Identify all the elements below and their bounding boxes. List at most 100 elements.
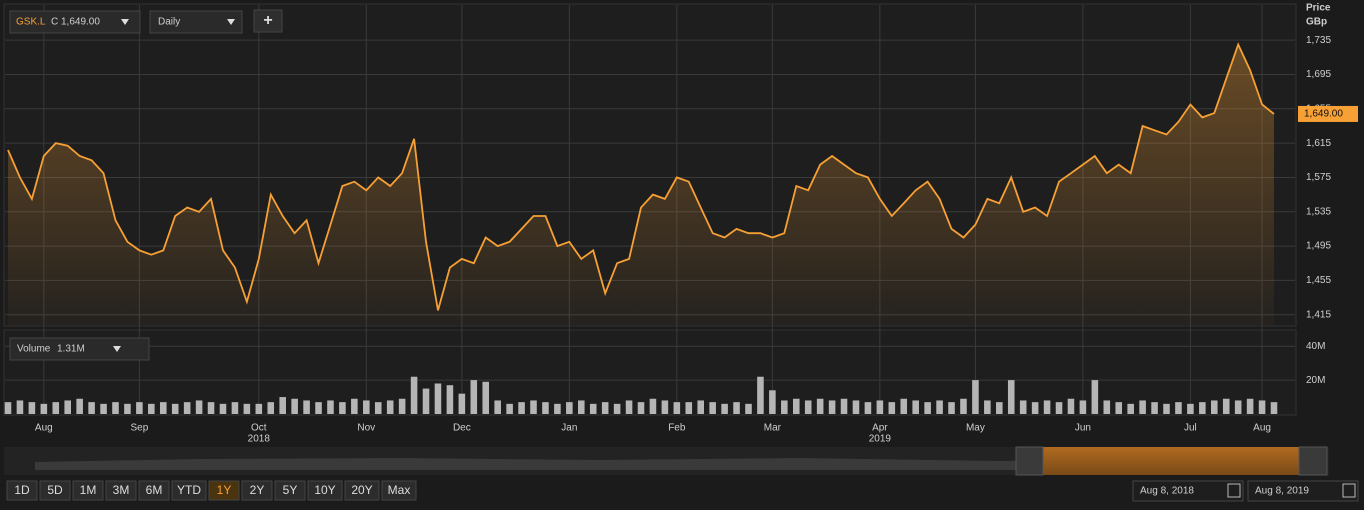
range-button-label: 2Y (250, 483, 265, 497)
date-from-box[interactable] (1132, 480, 1244, 502)
x-tick-label: Nov (357, 423, 375, 434)
range-button-label: 3M (113, 483, 130, 497)
range-button[interactable] (208, 480, 240, 501)
navigator-handle[interactable] (1015, 446, 1044, 476)
volume-bar (64, 400, 72, 414)
symbol: GSK.L (16, 17, 46, 28)
range-button[interactable] (39, 480, 71, 501)
volume-bar (613, 403, 621, 414)
volume-bar (434, 383, 442, 414)
range-button[interactable] (381, 480, 417, 501)
volume-bar (243, 403, 251, 414)
x-tick-label: Aug (35, 423, 53, 434)
volume-bar (1222, 398, 1230, 414)
volume-bar (195, 400, 203, 414)
volume-bar (494, 400, 501, 414)
navigator-handle[interactable] (1298, 446, 1328, 476)
date-to-box[interactable] (1247, 480, 1359, 502)
y-tick-label: 40M (1306, 341, 1325, 352)
volume-bar (422, 388, 430, 414)
y-tick-label: 1,535 (1306, 206, 1331, 217)
navigator-selection[interactable] (1043, 447, 1299, 475)
volume-bar (733, 402, 740, 414)
symbol-box[interactable] (9, 10, 141, 34)
volume-bar (840, 398, 848, 414)
year-label: 2019 (869, 434, 892, 445)
range-button[interactable] (307, 480, 343, 501)
volume-bar (542, 402, 549, 414)
volume-bar (1127, 403, 1134, 414)
volume-bar (1019, 400, 1027, 414)
volume-bar (852, 400, 860, 414)
volume-bar (231, 402, 239, 414)
volume-bar (16, 400, 24, 414)
volume-box[interactable] (9, 337, 150, 361)
volume-bar (697, 400, 705, 414)
range-button[interactable] (6, 480, 38, 501)
volume-bar (255, 403, 263, 414)
volume-bar (1067, 398, 1075, 414)
volume-bar (410, 376, 418, 414)
close-value: 1,649.00 (61, 17, 100, 28)
interval: Daily (158, 17, 180, 28)
volume-bar (649, 398, 657, 414)
volume-bar (769, 390, 776, 414)
range-button[interactable] (274, 480, 306, 501)
axis-unit: GBp (1306, 17, 1327, 28)
volume-bar (625, 400, 633, 414)
range-button-label: 10Y (314, 483, 335, 497)
range-button-label: 1M (80, 483, 97, 497)
x-tick-label: Feb (668, 423, 686, 434)
volume-bar (1103, 400, 1111, 414)
date-to: Aug 8, 2019 (1255, 486, 1309, 497)
calendar-icon[interactable] (1227, 483, 1241, 498)
volume-bar (1115, 402, 1123, 414)
volume-bar (984, 400, 991, 414)
volume-bar (661, 400, 669, 414)
volume-bar (1055, 402, 1063, 414)
volume-bar (589, 403, 597, 414)
volume-bar (518, 402, 525, 414)
range-button[interactable] (72, 480, 104, 501)
range-button[interactable] (171, 480, 207, 501)
volume-bar (183, 402, 191, 414)
volume-bar (76, 398, 83, 414)
volume-bar (1079, 400, 1087, 414)
volume-bar (88, 402, 95, 414)
add-button[interactable] (253, 9, 283, 33)
volume-bar (577, 400, 585, 414)
dropdown-arrow (227, 19, 235, 25)
x-tick-label: Apr (872, 423, 888, 434)
year-label: 2018 (248, 434, 271, 445)
volume-bar (1199, 402, 1206, 414)
volume-bar (792, 398, 800, 414)
volume-bar (912, 400, 919, 414)
volume-bar (1258, 400, 1266, 414)
range-button[interactable] (241, 480, 273, 501)
volume-bar (470, 380, 478, 414)
price-area (8, 44, 1274, 325)
volume-bar (40, 403, 48, 414)
range-button-label: 6M (146, 483, 163, 497)
y-tick-label: 1,735 (1306, 35, 1331, 46)
volume-bar (1043, 400, 1051, 414)
range-button[interactable] (105, 480, 137, 501)
volume-bar (804, 400, 812, 414)
range-button-label: 1D (14, 483, 30, 497)
interval-box[interactable] (149, 10, 243, 34)
y-tick-label: 1,415 (1306, 309, 1331, 320)
volume-bar (900, 398, 908, 414)
calendar-icon[interactable] (1342, 483, 1356, 498)
volume-bar (207, 402, 215, 414)
range-button[interactable] (344, 480, 380, 501)
volume-bar (52, 402, 60, 414)
range-button[interactable] (138, 480, 170, 501)
volume-bar (637, 402, 645, 414)
volume-bar (1151, 402, 1158, 414)
volume-bar (996, 402, 1003, 414)
volume-bar (279, 397, 286, 414)
x-tick-label: Jun (1075, 423, 1091, 434)
volume-bar (554, 403, 561, 414)
volume-value: 1.31M (57, 344, 85, 355)
